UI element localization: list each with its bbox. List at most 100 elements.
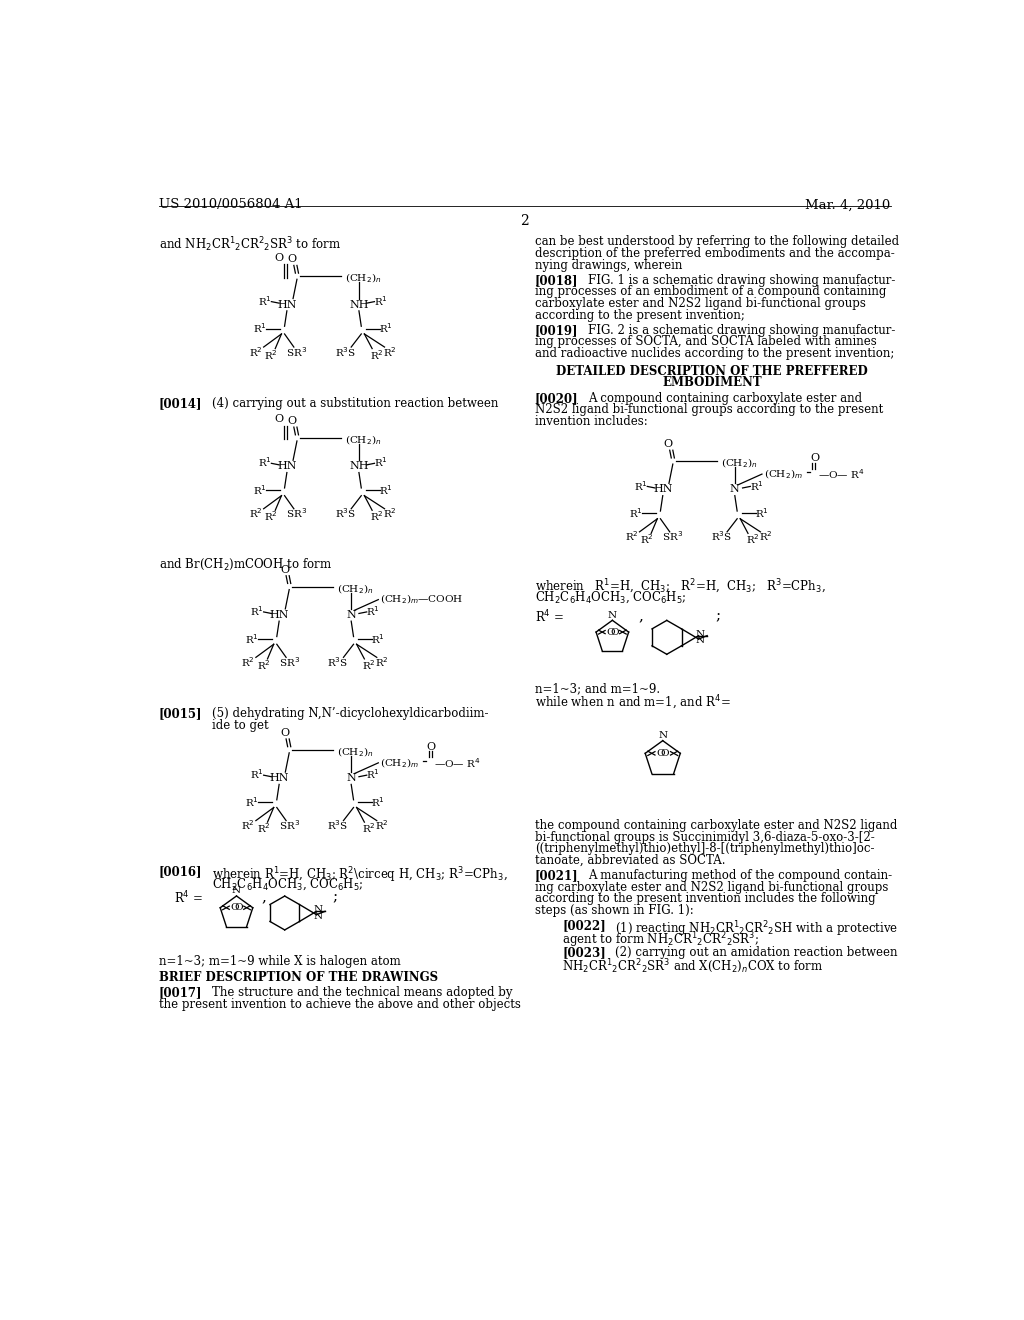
- Text: FIG. 2 is a schematic drawing showing manufactur-: FIG. 2 is a schematic drawing showing ma…: [588, 323, 895, 337]
- Text: R$^1$: R$^1$: [379, 483, 393, 498]
- Text: R$^3$S: R$^3$S: [711, 529, 732, 544]
- Text: (CH$_2$)$_m$: (CH$_2$)$_m$: [380, 756, 419, 770]
- Text: R$^1$: R$^1$: [372, 632, 385, 645]
- Text: SR$^3$: SR$^3$: [279, 818, 300, 832]
- Text: ,: ,: [639, 610, 644, 623]
- Text: O: O: [288, 416, 297, 426]
- Text: R$^1$: R$^1$: [372, 795, 385, 809]
- Text: [0015]: [0015]: [159, 708, 203, 721]
- Text: ;: ;: [716, 610, 721, 623]
- Text: (CH$_2$)$_m$—COOH: (CH$_2$)$_m$—COOH: [380, 593, 463, 606]
- Text: ing carboxylate ester and N2S2 ligand bi-functional groups: ing carboxylate ester and N2S2 ligand bi…: [535, 880, 888, 894]
- Text: DETAILED DESCRIPTION OF THE PREFFERED: DETAILED DESCRIPTION OF THE PREFFERED: [556, 364, 868, 378]
- Text: HN: HN: [278, 462, 297, 471]
- Text: according to the present invention;: according to the present invention;: [535, 309, 744, 322]
- Text: R$^1$: R$^1$: [755, 507, 769, 520]
- Text: and Br(CH$_2$)mCOOH to form: and Br(CH$_2$)mCOOH to form: [159, 557, 332, 573]
- Text: O: O: [280, 727, 289, 738]
- Text: R$^3$S: R$^3$S: [328, 818, 348, 832]
- Text: n=1~3; m=1~9 while X is halogen atom: n=1~3; m=1~9 while X is halogen atom: [159, 956, 400, 969]
- Text: [0016]: [0016]: [159, 866, 203, 878]
- Text: O: O: [230, 903, 239, 912]
- Text: O: O: [610, 627, 618, 636]
- Text: HN: HN: [269, 774, 289, 783]
- Text: —O— R$^4$: —O— R$^4$: [818, 467, 864, 480]
- Text: R$^1$: R$^1$: [258, 455, 272, 470]
- Text: R$^2$: R$^2$: [257, 821, 270, 836]
- Text: FIG. 1 is a schematic drawing showing manufactur-: FIG. 1 is a schematic drawing showing ma…: [588, 275, 895, 286]
- Text: and radioactive nuclides according to the present invention;: and radioactive nuclides according to th…: [535, 347, 894, 360]
- Text: 2: 2: [520, 214, 529, 228]
- Text: [0017]: [0017]: [159, 986, 203, 999]
- Text: R$^1$: R$^1$: [245, 632, 259, 645]
- Text: R$^2$: R$^2$: [759, 529, 773, 544]
- Text: O: O: [234, 903, 243, 912]
- Text: R$^2$: R$^2$: [383, 507, 397, 520]
- Text: CH$_2$C$_6$H$_4$OCH$_3$, COC$_6$H$_5$;: CH$_2$C$_6$H$_4$OCH$_3$, COC$_6$H$_5$;: [535, 590, 686, 605]
- Text: tanoate, abbreviated as SOCTA.: tanoate, abbreviated as SOCTA.: [535, 854, 725, 867]
- Text: steps (as shown in FIG. 1):: steps (as shown in FIG. 1):: [535, 904, 693, 917]
- Text: R$^2$: R$^2$: [264, 510, 279, 523]
- Text: US 2010/0056804 A1: US 2010/0056804 A1: [159, 198, 303, 211]
- Text: SR$^3$: SR$^3$: [287, 507, 307, 520]
- Text: can be best understood by referring to the following detailed: can be best understood by referring to t…: [535, 235, 899, 248]
- Text: R$^2$: R$^2$: [242, 818, 255, 832]
- Text: R$^1$: R$^1$: [374, 455, 388, 470]
- Text: SR$^3$: SR$^3$: [663, 529, 683, 544]
- Text: N: N: [658, 731, 668, 739]
- Text: (CH$_2$)$_n$: (CH$_2$)$_n$: [721, 457, 757, 470]
- Text: the present invention to achieve the above and other objects: the present invention to achieve the abo…: [159, 998, 521, 1011]
- Text: (5) dehydrating N,N’-dicyclohexyldicarbodiim-: (5) dehydrating N,N’-dicyclohexyldicarbo…: [212, 708, 488, 721]
- Text: R$^2$: R$^2$: [640, 533, 654, 546]
- Text: SR$^3$: SR$^3$: [287, 345, 307, 359]
- Text: N2S2 ligand bi-functional groups according to the present: N2S2 ligand bi-functional groups accordi…: [535, 404, 883, 416]
- Text: (4) carrying out a substitution reaction between: (4) carrying out a substitution reaction…: [212, 397, 498, 411]
- Text: R$^1$: R$^1$: [750, 479, 764, 492]
- Text: R$^1$: R$^1$: [379, 322, 393, 335]
- Text: R$^3$S: R$^3$S: [335, 507, 356, 520]
- Text: according to the present invention includes the following: according to the present invention inclu…: [535, 892, 876, 906]
- Text: N: N: [346, 774, 356, 783]
- Text: CH$_2$C$_6$H$_4$OCH$_3$, COC$_6$H$_5$;: CH$_2$C$_6$H$_4$OCH$_3$, COC$_6$H$_5$;: [212, 876, 364, 892]
- Text: N: N: [313, 912, 323, 921]
- Text: O: O: [660, 748, 670, 758]
- Text: description of the preferred embodiments and the accompa-: description of the preferred embodiments…: [535, 247, 895, 260]
- Text: R$^2$: R$^2$: [362, 659, 376, 672]
- Text: R$^4$ =: R$^4$ =: [174, 890, 204, 906]
- Text: R$^1$: R$^1$: [634, 479, 648, 492]
- Text: N: N: [695, 636, 705, 645]
- Text: R$^2$: R$^2$: [242, 655, 255, 669]
- Text: carboxylate ester and N2S2 ligand bi-functional groups: carboxylate ester and N2S2 ligand bi-fun…: [535, 297, 865, 310]
- Text: ide to get: ide to get: [212, 719, 268, 733]
- Text: BRIEF DESCRIPTION OF THE DRAWINGS: BRIEF DESCRIPTION OF THE DRAWINGS: [159, 970, 438, 983]
- Text: N: N: [608, 611, 616, 620]
- Text: R$^1$: R$^1$: [251, 605, 264, 618]
- Text: [0014]: [0014]: [159, 397, 203, 411]
- Text: The structure and the technical means adopted by: The structure and the technical means ad…: [212, 986, 512, 999]
- Text: R$^2$: R$^2$: [745, 533, 760, 546]
- Text: R$^2$: R$^2$: [249, 507, 263, 520]
- Text: R$^4$ =: R$^4$ =: [535, 609, 564, 624]
- Text: (CH$_2$)$_m$: (CH$_2$)$_m$: [764, 467, 802, 480]
- Text: ((triphenylmethyl)thio)ethyl]-8-[(triphenylmethyl)thio]oc-: ((triphenylmethyl)thio)ethyl]-8-[(triphe…: [535, 842, 874, 855]
- Text: R$^1$: R$^1$: [366, 605, 380, 618]
- Text: R$^1$: R$^1$: [253, 322, 266, 335]
- Text: bi-functional groups is Succinimidyl 3,6-diaza-5-oxo-3-[2-: bi-functional groups is Succinimidyl 3,6…: [535, 830, 874, 843]
- Text: R$^2$: R$^2$: [625, 529, 639, 544]
- Text: R$^1$: R$^1$: [253, 483, 266, 498]
- Text: R$^2$: R$^2$: [257, 659, 270, 672]
- Text: Mar. 4, 2010: Mar. 4, 2010: [805, 198, 891, 211]
- Text: invention includes:: invention includes:: [535, 414, 647, 428]
- Text: HN: HN: [278, 300, 297, 310]
- Text: wherein R$^1$=H, CH$_3$; R$^2$\circeq H, CH$_3$; R$^3$=CPh$_3$,: wherein R$^1$=H, CH$_3$; R$^2$\circeq H,…: [212, 866, 508, 884]
- Text: [0018]: [0018]: [535, 275, 579, 286]
- Text: R$^1$: R$^1$: [245, 795, 259, 809]
- Text: ,: ,: [261, 891, 266, 904]
- Text: N: N: [313, 906, 323, 915]
- Text: (1) reacting NH$_2$CR$^1{}_2$CR$^2{}_2$SH with a protective: (1) reacting NH$_2$CR$^1{}_2$CR$^2{}_2$S…: [614, 919, 898, 939]
- Text: R$^2$: R$^2$: [362, 821, 376, 836]
- Text: R$^2$: R$^2$: [264, 348, 279, 362]
- Text: O: O: [656, 748, 665, 758]
- Text: R$^1$: R$^1$: [258, 294, 272, 308]
- Text: ing processes of SOCTA, and SOCTA labeled with amines: ing processes of SOCTA, and SOCTA labele…: [535, 335, 877, 348]
